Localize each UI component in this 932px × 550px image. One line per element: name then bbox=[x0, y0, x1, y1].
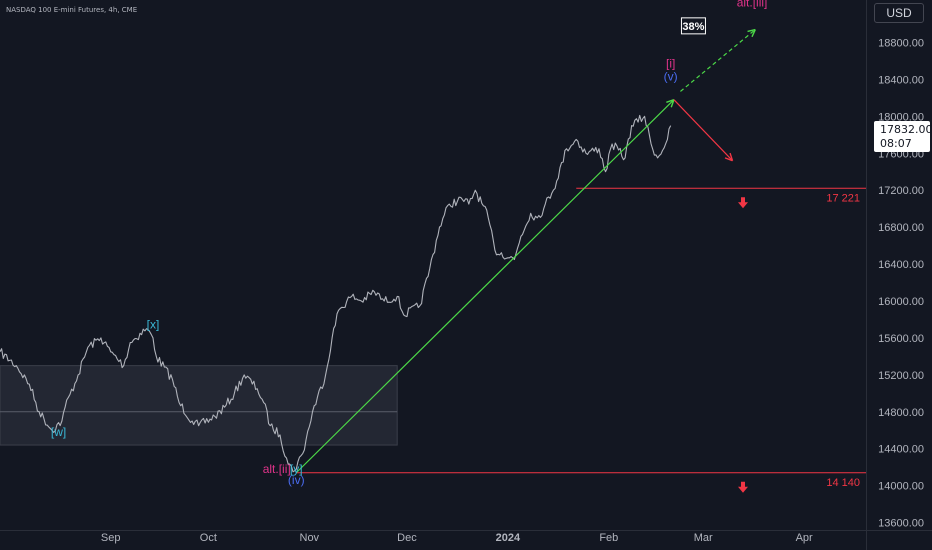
x-tick-label: Oct bbox=[200, 532, 217, 544]
y-tick-label: 15600.00 bbox=[878, 333, 924, 345]
trend-line bbox=[295, 99, 675, 474]
wave-label: (v) bbox=[664, 69, 678, 83]
projected-drop-arrowhead bbox=[724, 152, 734, 162]
wave-label: (iv) bbox=[288, 473, 305, 487]
y-tick-label: 15200.00 bbox=[878, 370, 924, 382]
y-tick-label: 18000.00 bbox=[878, 111, 924, 123]
wave-label: alt.[iii] bbox=[737, 0, 768, 9]
last-price-value: 17832.00 bbox=[880, 123, 932, 136]
y-tick-label: 14000.00 bbox=[878, 481, 924, 493]
symbol-title: NASDAQ 100 E-mini Futures, 4h, CME bbox=[6, 6, 138, 14]
y-tick-label: 16000.00 bbox=[878, 296, 924, 308]
bar-countdown: 08:07 bbox=[880, 137, 912, 150]
y-tick-label: 18400.00 bbox=[878, 74, 924, 86]
down-arrow-icon bbox=[738, 197, 748, 209]
wave-label: [x] bbox=[147, 318, 160, 332]
wave-label: [y] bbox=[290, 462, 303, 476]
wave-label: [i] bbox=[666, 56, 675, 70]
projected-rise-arrowhead bbox=[747, 28, 756, 38]
down-arrow-icon bbox=[738, 481, 748, 493]
x-tick-label: Dec bbox=[397, 532, 417, 544]
y-tick-label: 18800.00 bbox=[878, 37, 924, 49]
range-zone bbox=[0, 365, 398, 446]
level-label: 14 140 bbox=[826, 477, 860, 489]
projected-rise-line bbox=[680, 29, 756, 92]
x-tick-label: Sep bbox=[101, 532, 121, 544]
wave-label: alt.[ii] bbox=[263, 462, 291, 476]
trend-line-arrowhead bbox=[666, 99, 675, 108]
y-tick-label: 16800.00 bbox=[878, 222, 924, 234]
y-tick-label: 13600.00 bbox=[878, 518, 924, 530]
wave-label: [w] bbox=[51, 425, 66, 439]
price-series bbox=[0, 114, 672, 473]
probability-label: 38% bbox=[682, 21, 704, 33]
y-tick-label: 14800.00 bbox=[878, 407, 924, 419]
x-tick-label: 2024 bbox=[496, 532, 521, 544]
y-tick-label: 17200.00 bbox=[878, 185, 924, 197]
x-tick-label: Nov bbox=[300, 532, 320, 544]
x-tick-label: Apr bbox=[796, 532, 813, 544]
x-tick-label: Mar bbox=[694, 532, 713, 544]
y-tick-label: 16400.00 bbox=[878, 259, 924, 271]
probability-box bbox=[680, 17, 706, 35]
y-tick-label: 14400.00 bbox=[878, 444, 924, 456]
level-label: 17 221 bbox=[826, 192, 860, 204]
last-price-tag: 17832.00 08:07 bbox=[874, 121, 932, 152]
projected-drop-line bbox=[673, 99, 733, 162]
x-tick-label: Feb bbox=[599, 532, 618, 544]
currency-button[interactable]: USD bbox=[874, 3, 924, 23]
